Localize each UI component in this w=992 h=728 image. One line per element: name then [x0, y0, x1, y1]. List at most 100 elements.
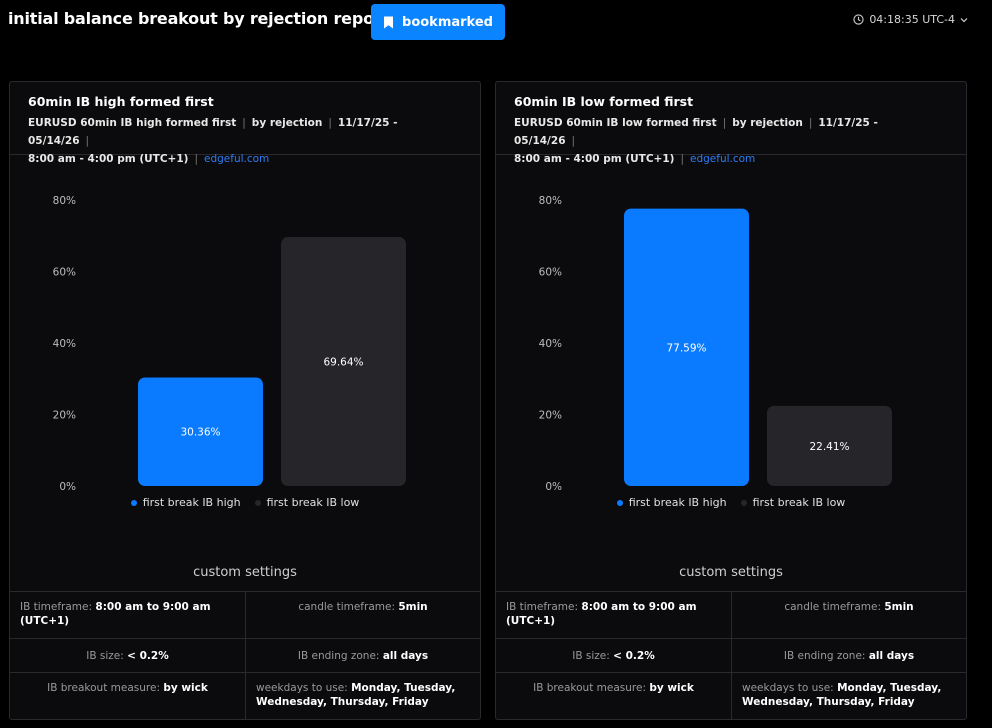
- setting-label: IB ending zone:: [783, 649, 866, 662]
- bar-value-label: 30.36%: [180, 427, 220, 439]
- legend-item[interactable]: first break IB low: [254, 496, 360, 509]
- separator: |: [242, 117, 246, 129]
- setting-label: IB timeframe:: [20, 601, 93, 613]
- chart-area: 0% 20% 40% 60% 80% 77.59% 22.41% first break I…: [496, 155, 966, 590]
- panel-meta: EURUSD 60min IB high formed first | by rej…: [28, 114, 462, 168]
- legend-swatch: [254, 499, 261, 506]
- y-tick-label: 20%: [53, 410, 76, 422]
- bar-chart: 0% 20% 40% 60% 80% 77.59% 22.41%: [539, 195, 892, 493]
- settings-row: IB size: < 0.2% IB ending zone: all days: [496, 639, 966, 673]
- page-title: initial balance breakout by rejection re…: [8, 9, 390, 28]
- separator: |: [328, 117, 332, 129]
- legend-item[interactable]: first break IB high: [130, 496, 241, 509]
- source-link[interactable]: edgeful.com: [690, 153, 756, 165]
- timezone-selector[interactable]: 04:18:35 UTC-4: [853, 13, 968, 26]
- time-display: 04:18:35 UTC-4: [869, 13, 955, 26]
- separator: |: [194, 153, 198, 165]
- clock-icon: [853, 14, 864, 25]
- meta-session: 8:00 am - 4:00 pm (UTC+1): [28, 153, 189, 165]
- page-header: initial balance breakout by rejection re…: [0, 0, 992, 44]
- settings-grid: IB timeframe: 8:00 am to 9:00 am (UTC+1)…: [10, 591, 480, 719]
- settings-row: IB breakout measure: by wick weekdays to…: [10, 673, 480, 719]
- legend-label: first break IB high: [142, 496, 241, 509]
- setting-value: all days: [868, 649, 915, 662]
- settings-row: IB size: < 0.2% IB ending zone: all days: [10, 639, 480, 673]
- y-tick-label: 0%: [59, 481, 76, 493]
- setting-ib-ending-zone: IB ending zone: all days: [245, 639, 480, 672]
- setting-value: 8:00 am to 9:00 am (UTC+1): [506, 601, 697, 627]
- bar[interactable]: [767, 405, 892, 486]
- setting-value: 8:00 am to 9:00 am (UTC+1): [20, 601, 211, 627]
- bar[interactable]: [624, 208, 749, 486]
- bar-chart: 0% 20% 40% 60% 80% 30.36% 69.64%: [53, 195, 406, 493]
- meta-dates: 11/17/25 - 05/14/26: [514, 117, 878, 147]
- meta-method: by rejection: [732, 117, 803, 129]
- legend-swatch: [740, 499, 747, 506]
- legend-label: first break IB low: [752, 496, 846, 509]
- setting-label: weekdays to use:: [742, 682, 834, 694]
- panel-header: 60min IB high formed first EURUSD 60min …: [10, 82, 480, 165]
- setting-value: 5min: [398, 601, 428, 613]
- meta-session: 8:00 am - 4:00 pm (UTC+1): [514, 153, 675, 165]
- custom-settings-title: custom settings: [679, 565, 783, 580]
- settings-row: IB timeframe: 8:00 am to 9:00 am (UTC+1)…: [496, 592, 966, 639]
- setting-ib-breakout: IB breakout measure: by wick: [10, 673, 245, 719]
- settings-row: IB timeframe: 8:00 am to 9:00 am (UTC+1)…: [10, 592, 480, 639]
- y-tick-label: 80%: [53, 195, 76, 207]
- legend-label: first break IB high: [628, 496, 727, 509]
- setting-label: IB timeframe:: [506, 601, 579, 613]
- setting-label: candle timeframe:: [784, 601, 881, 613]
- source-link[interactable]: edgeful.com: [204, 153, 270, 165]
- legend-item[interactable]: first break IB high: [616, 496, 727, 509]
- setting-value: Monday, Tuesday, Wednesday, Thursday, Fr…: [256, 682, 456, 708]
- setting-label: IB size:: [86, 649, 124, 662]
- separator: |: [680, 153, 684, 165]
- meta-dates: 11/17/25 - 05/14/26: [28, 117, 398, 147]
- bar[interactable]: [138, 377, 263, 486]
- setting-value: by wick: [163, 682, 208, 694]
- bookmark-icon: [384, 16, 394, 28]
- legend-label: first break IB low: [266, 496, 360, 509]
- setting-ib-ending-zone: IB ending zone: all days: [731, 639, 966, 672]
- bar[interactable]: [281, 237, 406, 486]
- report-panel-low-first: 60min IB low formed first EURUSD 60min I…: [495, 81, 967, 720]
- setting-weekdays: weekdays to use: Monday, Tuesday, Wednes…: [245, 673, 480, 719]
- setting-value: < 0.2%: [613, 649, 655, 662]
- setting-label: IB breakout measure:: [533, 682, 646, 694]
- setting-ib-timeframe: IB timeframe: 8:00 am to 9:00 am (UTC+1): [10, 592, 245, 638]
- setting-label: weekdays to use:: [256, 682, 348, 694]
- separator: |: [808, 117, 813, 129]
- legend-item[interactable]: first break IB low: [740, 496, 846, 509]
- bookmark-button[interactable]: bookmarked: [371, 4, 505, 40]
- panel-title: 60min IB low formed first: [514, 94, 694, 109]
- setting-ib-size: IB size: < 0.2%: [496, 639, 731, 672]
- chart-legend: first break IB high first break IB low: [10, 496, 480, 509]
- settings-grid: IB timeframe: 8:00 am to 9:00 am (UTC+1)…: [496, 591, 966, 719]
- bookmark-label: bookmarked: [402, 14, 493, 30]
- y-tick-label: 60%: [539, 267, 562, 279]
- setting-ib-breakout: IB breakout measure: by wick: [496, 673, 731, 719]
- setting-value: 5min: [884, 601, 914, 613]
- setting-candle-timeframe: candle timeframe: 5min: [731, 592, 966, 638]
- setting-label: IB ending zone:: [297, 649, 380, 662]
- legend-swatch: [130, 499, 137, 506]
- setting-ib-timeframe: IB timeframe: 8:00 am to 9:00 am (UTC+1): [496, 592, 731, 638]
- custom-settings-title: custom settings: [193, 565, 297, 580]
- setting-label: IB size:: [572, 649, 610, 662]
- setting-ib-size: IB size: < 0.2%: [10, 639, 245, 672]
- meta-method: by rejection: [251, 117, 323, 129]
- setting-value: Monday, Tuesday, Wednesday, Thursday, Fr…: [742, 682, 942, 708]
- y-tick-label: 0%: [545, 481, 562, 493]
- y-tick-label: 60%: [53, 267, 76, 279]
- meta-instrument: EURUSD 60min IB low formed first: [514, 117, 717, 129]
- setting-value: by wick: [649, 682, 694, 694]
- setting-candle-timeframe: candle timeframe: 5min: [245, 592, 480, 638]
- panel-meta: EURUSD 60min IB low formed first | by reje…: [514, 114, 948, 168]
- separator: |: [85, 135, 90, 147]
- bar-value-label: 69.64%: [323, 357, 363, 369]
- legend-swatch: [616, 499, 623, 506]
- setting-label: candle timeframe:: [298, 601, 395, 613]
- report-panel-high-first: 60min IB high formed first EURUSD 60min …: [9, 81, 481, 720]
- bar-value-label: 77.59%: [666, 342, 706, 354]
- meta-instrument: EURUSD 60min IB high formed first: [28, 117, 237, 129]
